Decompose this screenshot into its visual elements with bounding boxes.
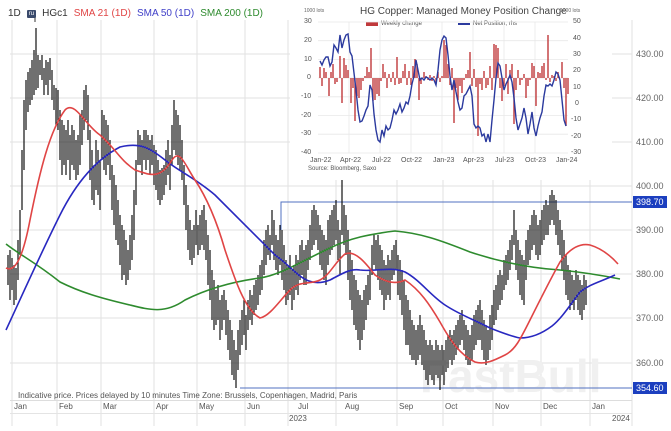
inset-right-tick: -30 — [571, 149, 582, 156]
bar-swatch-icon — [366, 22, 378, 26]
y-tick: 400.00 — [636, 181, 664, 191]
y-tick: 420.00 — [636, 93, 664, 103]
y-tick: 370.00 — [636, 313, 664, 323]
inset-left-tick: 10 — [304, 56, 312, 63]
inset-source: Source: Bloomberg, Saxo — [308, 166, 377, 172]
inset-right-tick: 40 — [573, 35, 581, 42]
inset-plot — [318, 21, 569, 154]
y-tick: 380.00 — [636, 269, 664, 279]
x-month: Jan — [14, 402, 27, 411]
inset-left-tick: -20 — [301, 112, 312, 119]
inset-x-tick: Apr-23 — [463, 157, 485, 164]
inset-legend-weekly: Weekly change — [366, 21, 422, 27]
symbol-label[interactable]: HGc1 — [42, 8, 68, 19]
sma-21-line — [5, 106, 619, 364]
inset-x-tick: Jan-23 — [433, 157, 455, 164]
y-tick: 430.00 — [636, 49, 664, 59]
x-year: 2024 — [612, 414, 630, 423]
price-label-low: 354.60 — [633, 382, 667, 394]
inset-x-tick: Jan-24 — [556, 157, 578, 164]
watermark: FastBull — [420, 350, 601, 402]
sma-50-line — [5, 144, 616, 339]
price-label-high: 398.70 — [633, 196, 667, 208]
inset-right-tick: -20 — [571, 133, 582, 140]
inset-left-tick: -10 — [301, 93, 312, 100]
y-tick: 390.00 — [636, 225, 664, 235]
x-month: Oct — [445, 402, 458, 411]
inset-x-tick: Jul-23 — [495, 157, 515, 164]
x-month: Jan — [592, 402, 605, 411]
x-axis — [10, 400, 632, 427]
inset-right-tick: 20 — [573, 67, 581, 74]
inset-x-tick: Oct-23 — [525, 157, 547, 164]
inset-left-tick: 30 — [304, 18, 312, 25]
inset-right-tick: 10 — [573, 84, 581, 91]
vertical-gridlines — [11, 20, 633, 426]
inset-x-tick: Oct-22 — [401, 157, 423, 164]
candlesticks — [7, 28, 587, 390]
x-month: Sep — [399, 402, 414, 411]
inset-left-tick: -40 — [301, 149, 312, 156]
x-month: May — [199, 402, 215, 411]
chart-legend: 1D ru HGc1 SMA 21 (1D) SMA 50 (1D) SMA 2… — [8, 8, 263, 19]
sma-50-legend[interactable]: SMA 50 (1D) — [136, 8, 195, 19]
inset-legend-net: Net Position, rhs — [458, 21, 517, 27]
inset-right-tick: 30 — [573, 51, 581, 58]
inset-x-tick: Jul-22 — [372, 157, 392, 164]
inset-left-tick: 20 — [304, 37, 312, 44]
inset-unit-left: 1000 lots — [304, 8, 325, 14]
inset-right-tick: 0 — [575, 100, 579, 107]
inset-x-tick: Jan-22 — [310, 157, 332, 164]
y-tick: 410.00 — [636, 137, 664, 147]
inset-unit-right: 1000 lots — [560, 8, 581, 14]
x-month: Aug — [345, 402, 360, 411]
x-month: Apr — [156, 402, 169, 411]
line-swatch-icon — [458, 23, 470, 25]
y-tick: 360.00 — [636, 358, 664, 368]
inset-left-tick: -30 — [301, 130, 312, 137]
x-month: Mar — [103, 402, 117, 411]
inset-right-tick: -10 — [571, 116, 582, 123]
sma-21-legend[interactable]: SMA 21 (1D) — [73, 8, 131, 19]
inset-left-tick: 0 — [307, 74, 311, 81]
delay-note: Indicative price. Prices delayed by 10 m… — [18, 391, 358, 400]
inset-right-tick: 50 — [573, 18, 581, 25]
sma-200-legend[interactable]: SMA 200 (1D) — [200, 8, 264, 19]
x-month: Dec — [543, 402, 558, 411]
net-position-line — [319, 32, 567, 144]
inset-x-tick: Apr-22 — [340, 157, 362, 164]
sma-200-line — [5, 230, 621, 311]
x-month: Jun — [247, 402, 260, 411]
high-range-line — [280, 201, 632, 230]
inset-title: HG Copper: Managed Money Position Change — [360, 6, 567, 17]
x-month: Feb — [59, 402, 73, 411]
inset-positioning-chart: 1000 lots HG Copper: Managed Money Posit… — [290, 0, 612, 180]
x-year: 2023 — [289, 414, 307, 423]
x-axis-divider — [10, 413, 632, 414]
interval-label[interactable]: 1D — [8, 8, 21, 19]
x-month: Nov — [495, 402, 510, 411]
x-month: Jul — [298, 402, 309, 411]
exchange-badge-icon: ru — [26, 9, 37, 18]
